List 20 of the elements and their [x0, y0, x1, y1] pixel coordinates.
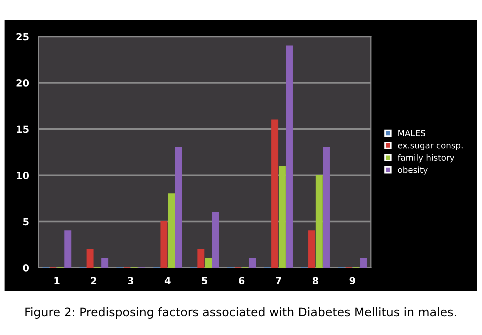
x-tick-label: 7: [276, 277, 282, 284]
x-tick-label: 2: [91, 277, 97, 284]
x-tick-label: 8: [312, 277, 318, 285]
y-tick-label: 10: [17, 172, 30, 180]
legend-label: MALES: [398, 130, 426, 136]
x-tick-label: 9: [350, 277, 356, 285]
x-tick-label: 1: [54, 277, 60, 284]
x-tick-label: 6: [239, 277, 245, 285]
x-tick-label: 5: [202, 277, 208, 285]
y-tick-label: 25: [16, 33, 29, 41]
x-tick-label: 3: [128, 277, 134, 285]
y-tick-label: 0: [23, 264, 30, 272]
x-tick-label: 4: [164, 277, 171, 284]
caption: Figure 2: Predisposing factors associated with Diabetes Mellitus in males.: [26, 308, 456, 319]
legend-label: obesity: [398, 166, 428, 175]
y-tick-label: 20: [16, 80, 30, 87]
y-tick-label: 15: [17, 126, 29, 134]
legend-label: family history: [398, 154, 455, 163]
legend-label: ex.sugar consp.: [398, 144, 463, 150]
y-tick-label: 5: [24, 218, 29, 226]
